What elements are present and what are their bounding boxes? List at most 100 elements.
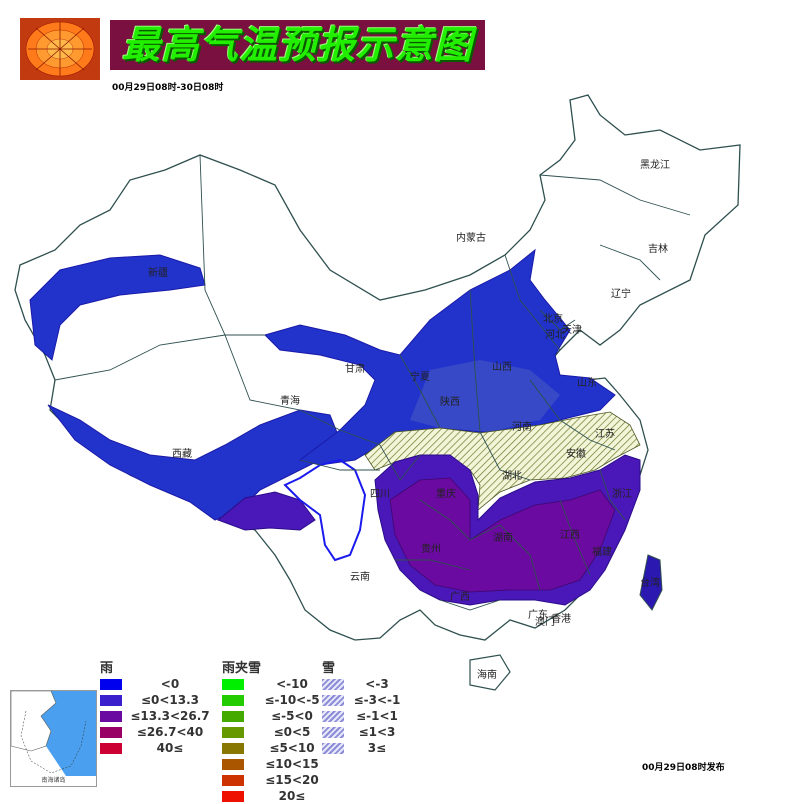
legend-swatch (222, 790, 244, 802)
province-label: 广东 (528, 608, 548, 621)
legend-item-sleet: ≤0<5 (222, 724, 332, 740)
legend-item-rain: ≤13.3<26.7 (100, 708, 210, 724)
province-label: 福建 (592, 545, 612, 558)
legend-item-sleet: ≤10<15 (222, 756, 332, 772)
province-label: 西藏 (172, 448, 192, 460)
province-label: 贵州 (421, 542, 441, 555)
province-label: 河北 (545, 329, 565, 341)
legend-swatch (100, 678, 122, 690)
legend-label: ≤13.3<26.7 (130, 709, 210, 723)
legend-sleet: 雨夹雪 <-10 ≤-10<-5 ≤-5<0 ≤0<5 ≤5<10 ≤10<15 ≤15<2… (222, 657, 332, 804)
legend-label: ≤-5<0 (271, 709, 313, 723)
province-label: 江苏 (595, 427, 615, 440)
forecast-period: 00月29日08时-30日08时 (112, 83, 224, 93)
province-label: 四川 (370, 489, 390, 500)
legend-swatch (222, 742, 244, 754)
province-label: 北京 (543, 312, 563, 325)
province-label: 辽宁 (611, 287, 631, 300)
rain-region-south-warm (389, 477, 616, 593)
province-label: 山西 (492, 361, 512, 373)
legend-item-snow: <-3 (322, 676, 402, 692)
province-labels: 黑龙江 内蒙古 吉林 辽宁 新疆 北京 河北 天津 甘肃 宁夏 山西 山东 青海… (148, 158, 670, 681)
legend-label: ≤15<20 (265, 773, 319, 787)
legend-item-sleet: ≤5<10 (222, 740, 332, 756)
inset-map (10, 690, 96, 776)
legend-label: 3≤ (367, 741, 387, 755)
legend-swatch (222, 726, 244, 738)
rain-region-yunnan-sw (217, 491, 316, 531)
legend-rain-title: 雨 (100, 661, 114, 676)
province-label: 内蒙古 (456, 231, 486, 244)
province-label: 黑龙江 (640, 158, 670, 171)
province-label: 香港 (551, 613, 571, 625)
legend-item-sleet: ≤15<20 (222, 772, 332, 788)
legend-item-rain: ≤26.7<40 (100, 724, 210, 740)
province-label: 陕西 (440, 395, 460, 408)
legend-item-sleet: 20≤ (222, 788, 332, 804)
legend-swatch (322, 710, 344, 722)
legend-label: ≤-1<1 (356, 709, 398, 723)
province-label: 山东 (577, 376, 597, 389)
legend-item-rain: <0 (100, 676, 210, 692)
legend-label: ≤0<13.3 (140, 693, 200, 707)
legend-swatch (100, 694, 122, 706)
legend-label: <0 (160, 677, 180, 691)
province-label: 青海 (280, 394, 300, 407)
legend-item-sleet: <-10 (222, 676, 332, 692)
province-borders (54, 154, 691, 611)
legend-swatch (322, 742, 344, 754)
province-label: 台湾 (640, 576, 660, 589)
province-label: 海南 (477, 668, 497, 681)
legend-swatch (100, 710, 122, 722)
legend-label: ≤-3<-1 (353, 693, 401, 707)
province-label: 重庆 (436, 487, 456, 500)
rain-region-xinjiang (29, 254, 206, 361)
province-label: 云南 (350, 570, 370, 583)
legend-label: ≤5<10 (269, 741, 315, 755)
contour-line-yunnan (283, 458, 367, 562)
legend-swatch (222, 758, 244, 770)
legend-item-sleet: ≤-10<-5 (222, 692, 332, 708)
province-label: 天津 (562, 324, 582, 336)
legend-label: 40≤ (156, 741, 184, 755)
legend-label: ≤10<15 (265, 757, 319, 771)
publish-time: 00月29日08时发布 (642, 763, 725, 773)
legend-item-snow: ≤-1<1 (322, 708, 402, 724)
legend-swatch (322, 678, 344, 690)
legend-label: ≤-10<-5 (264, 693, 320, 707)
legend-item-sleet: ≤-5<0 (222, 708, 332, 724)
legend-snow-title: 雪 (322, 661, 336, 676)
province-label: 湖南 (493, 531, 513, 544)
legend-rain: 雨 <0 ≤0<13.3 ≤13.3<26.7 ≤26.7<40 40≤ (100, 657, 210, 756)
inset-label: 南海诸岛 (41, 777, 66, 784)
title-banner: 最高气温预报示意图 (110, 20, 485, 70)
legend-label: ≤1<3 (358, 725, 396, 739)
legend-item-snow: 3≤ (322, 740, 402, 756)
province-label: 湖北 (502, 470, 522, 482)
legend-snow: 雪 <-3 ≤-3<-1 ≤-1<1 ≤1<3 3≤ (322, 657, 402, 756)
province-label: 宁夏 (410, 370, 430, 383)
legend-swatch (100, 726, 122, 738)
legend-label: <-3 (365, 677, 389, 691)
page-title: 最高气温预报示意图 (121, 23, 473, 67)
province-label: 广西 (450, 591, 470, 603)
legend-swatch (322, 726, 344, 738)
province-label: 澳门 (535, 615, 555, 628)
province-label: 江西 (560, 529, 580, 541)
legend-item-rain: ≤0<13.3 (100, 692, 210, 708)
legend-swatch (222, 710, 244, 722)
legend-label: ≤0<5 (273, 725, 311, 739)
legend-rain-items: <0 ≤0<13.3 ≤13.3<26.7 ≤26.7<40 40≤ (100, 676, 210, 756)
legend-item-rain: 40≤ (100, 740, 210, 756)
rain-region-central (410, 360, 560, 432)
rain-region-taiwan (639, 554, 663, 611)
province-label: 浙江 (612, 488, 632, 500)
province-label: 河南 (512, 420, 532, 433)
legend-swatch (222, 678, 244, 690)
legend-label: ≤26.7<40 (136, 725, 204, 739)
chrysanthemum-flower-icon (20, 18, 100, 80)
province-label: 安徽 (566, 447, 586, 460)
province-label: 甘肃 (345, 362, 365, 375)
legend-sleet-title: 雨夹雪 (222, 661, 262, 676)
